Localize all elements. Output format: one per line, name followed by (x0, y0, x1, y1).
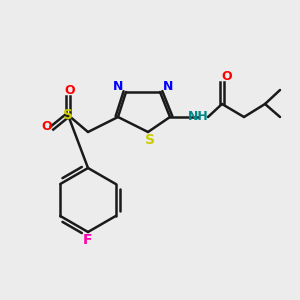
Text: N: N (163, 80, 173, 94)
Text: NH: NH (188, 110, 208, 124)
Text: S: S (63, 108, 73, 122)
Text: O: O (42, 119, 52, 133)
Text: O: O (65, 83, 75, 97)
Text: S: S (145, 133, 155, 147)
Text: O: O (222, 70, 232, 83)
Text: F: F (83, 233, 93, 247)
Text: N: N (113, 80, 123, 94)
